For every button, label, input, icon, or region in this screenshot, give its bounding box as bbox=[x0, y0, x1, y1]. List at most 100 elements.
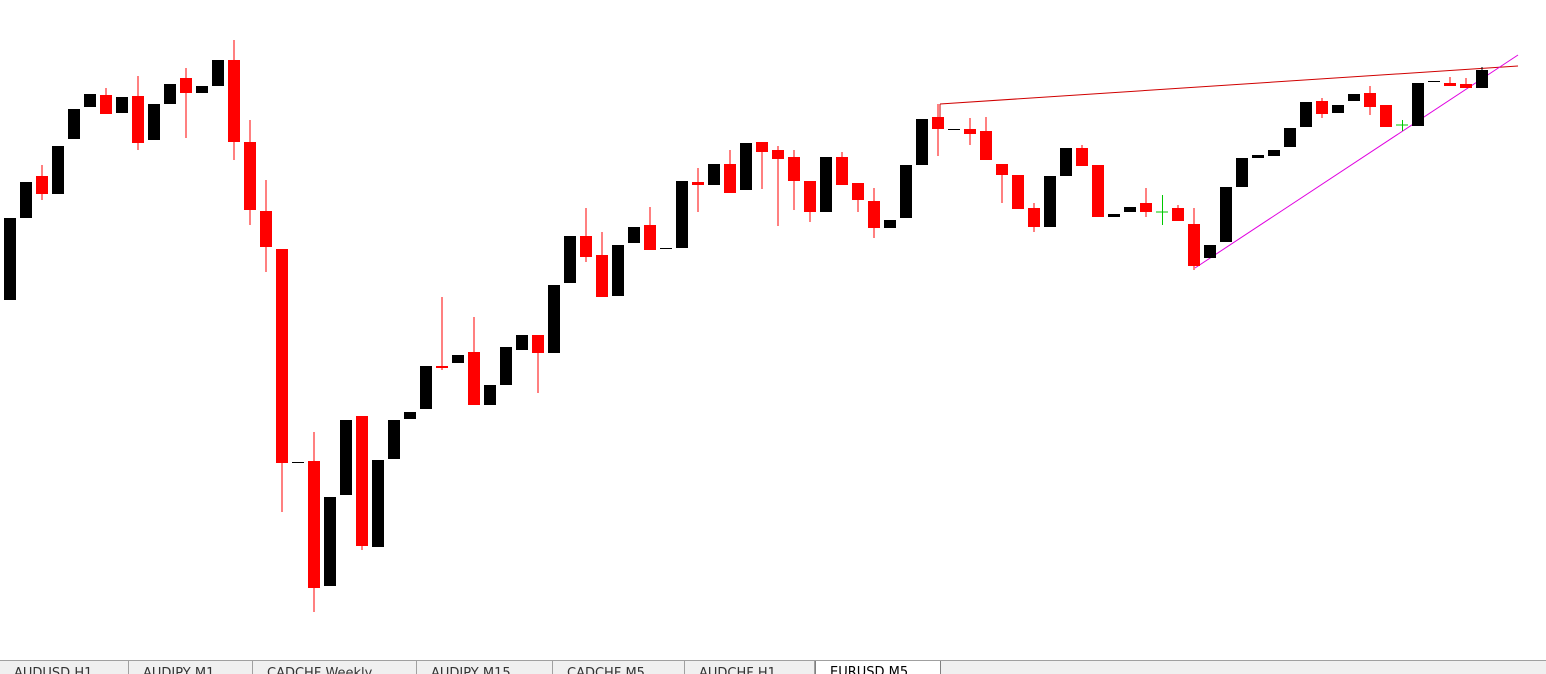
candle-body bbox=[500, 347, 512, 385]
candle-body bbox=[1092, 165, 1104, 217]
candle-body bbox=[116, 97, 128, 113]
candle-body bbox=[36, 176, 48, 194]
candle-body bbox=[1236, 158, 1248, 187]
tab-bar: AUDUSD,H1 AUDJPY,M1 CADCHF,Weekly AUDJPY,M1… bbox=[0, 660, 1546, 674]
candle-body bbox=[644, 225, 656, 250]
candle-body bbox=[132, 96, 144, 143]
candle-body bbox=[724, 164, 736, 193]
candle-body bbox=[420, 366, 432, 409]
candle-body bbox=[1252, 155, 1264, 158]
candle-body bbox=[468, 352, 480, 405]
candle-body bbox=[692, 182, 704, 185]
candle-body bbox=[1076, 148, 1088, 166]
candle-body bbox=[1124, 207, 1136, 212]
candle-body bbox=[164, 84, 176, 104]
candle-body bbox=[260, 211, 272, 247]
candle-body bbox=[452, 355, 464, 363]
candle-body bbox=[564, 236, 576, 283]
candle-body bbox=[148, 104, 160, 140]
chart-tab[interactable]: AUDUSD,H1 bbox=[0, 661, 129, 674]
candle-body bbox=[68, 109, 80, 139]
candle-body bbox=[228, 60, 240, 142]
candle-body bbox=[612, 245, 624, 296]
candle-body bbox=[1332, 105, 1344, 113]
candle-body bbox=[436, 366, 448, 368]
candle-body bbox=[324, 497, 336, 586]
chart-tab[interactable]: EURUSD,M5 bbox=[815, 661, 941, 674]
candle-body bbox=[900, 165, 912, 218]
candle-body bbox=[1428, 81, 1440, 82]
chart-tab[interactable]: AUDCHF,H1 bbox=[685, 661, 815, 674]
candle-body bbox=[1316, 101, 1328, 114]
candle-body bbox=[660, 248, 672, 249]
candle-body bbox=[52, 146, 64, 194]
candle-body bbox=[1012, 175, 1024, 209]
trend-line[interactable] bbox=[939, 65, 1519, 105]
chart-tab[interactable]: CADCHF,Weekly bbox=[253, 661, 417, 674]
candle-body bbox=[484, 385, 496, 405]
candle-body bbox=[820, 157, 832, 212]
candle-body bbox=[388, 420, 400, 459]
candle-body bbox=[1204, 245, 1216, 258]
candle-body bbox=[1028, 208, 1040, 227]
candle-body bbox=[740, 143, 752, 190]
candle-body bbox=[356, 416, 368, 546]
candle-body bbox=[1140, 203, 1152, 212]
candle-body bbox=[580, 236, 592, 257]
candle-body bbox=[1108, 214, 1120, 217]
candle-body bbox=[788, 157, 800, 181]
candle-body bbox=[196, 86, 208, 93]
candle-body bbox=[372, 460, 384, 547]
candle-body bbox=[852, 183, 864, 200]
candle-body bbox=[868, 201, 880, 228]
candle-body bbox=[932, 117, 944, 129]
candle-body bbox=[532, 335, 544, 353]
candle-body bbox=[1268, 150, 1280, 156]
candle-body bbox=[1476, 70, 1488, 88]
candle-body bbox=[292, 462, 304, 463]
candle-body bbox=[1412, 83, 1424, 126]
candle-body bbox=[836, 157, 848, 185]
candle-body bbox=[980, 131, 992, 160]
candle-body bbox=[20, 182, 32, 218]
candle-body bbox=[100, 95, 112, 114]
candle-body bbox=[948, 129, 960, 130]
candle-body bbox=[244, 142, 256, 210]
candle-body bbox=[548, 285, 560, 353]
candle-body bbox=[596, 255, 608, 297]
candle-body bbox=[1460, 84, 1472, 88]
candle-body bbox=[676, 181, 688, 248]
chart bbox=[4, 40, 1519, 612]
candle-body bbox=[404, 412, 416, 419]
candle-body bbox=[1220, 187, 1232, 242]
chart-tab[interactable]: AUDJPY,M1 bbox=[129, 661, 253, 674]
candle-body bbox=[628, 227, 640, 243]
candle-body bbox=[772, 150, 784, 159]
candle-body bbox=[804, 181, 816, 212]
candle-body bbox=[180, 78, 192, 93]
candle-body bbox=[276, 249, 288, 463]
candle-body bbox=[996, 164, 1008, 175]
candle-body bbox=[308, 461, 320, 588]
candle-body bbox=[1188, 224, 1200, 266]
chart-tab[interactable]: CADCHF,M5 bbox=[553, 661, 685, 674]
candle-body bbox=[1060, 148, 1072, 176]
candle-body bbox=[916, 119, 928, 165]
candle-body bbox=[1172, 208, 1184, 221]
candle-body bbox=[516, 335, 528, 350]
candle-body bbox=[1300, 102, 1312, 127]
candle-body bbox=[1364, 93, 1376, 107]
candle-body bbox=[212, 60, 224, 86]
chart-tab[interactable]: AUDJPY,M15 bbox=[417, 661, 553, 674]
candle-body bbox=[756, 142, 768, 152]
trend-line[interactable] bbox=[1194, 54, 1519, 269]
candle-body bbox=[1284, 128, 1296, 147]
candle-body bbox=[708, 164, 720, 185]
candle-body bbox=[4, 218, 16, 300]
candle-body bbox=[84, 94, 96, 107]
candle-body bbox=[1444, 83, 1456, 86]
candle-body bbox=[340, 420, 352, 495]
candle-body bbox=[1044, 176, 1056, 227]
candle-body bbox=[884, 220, 896, 228]
